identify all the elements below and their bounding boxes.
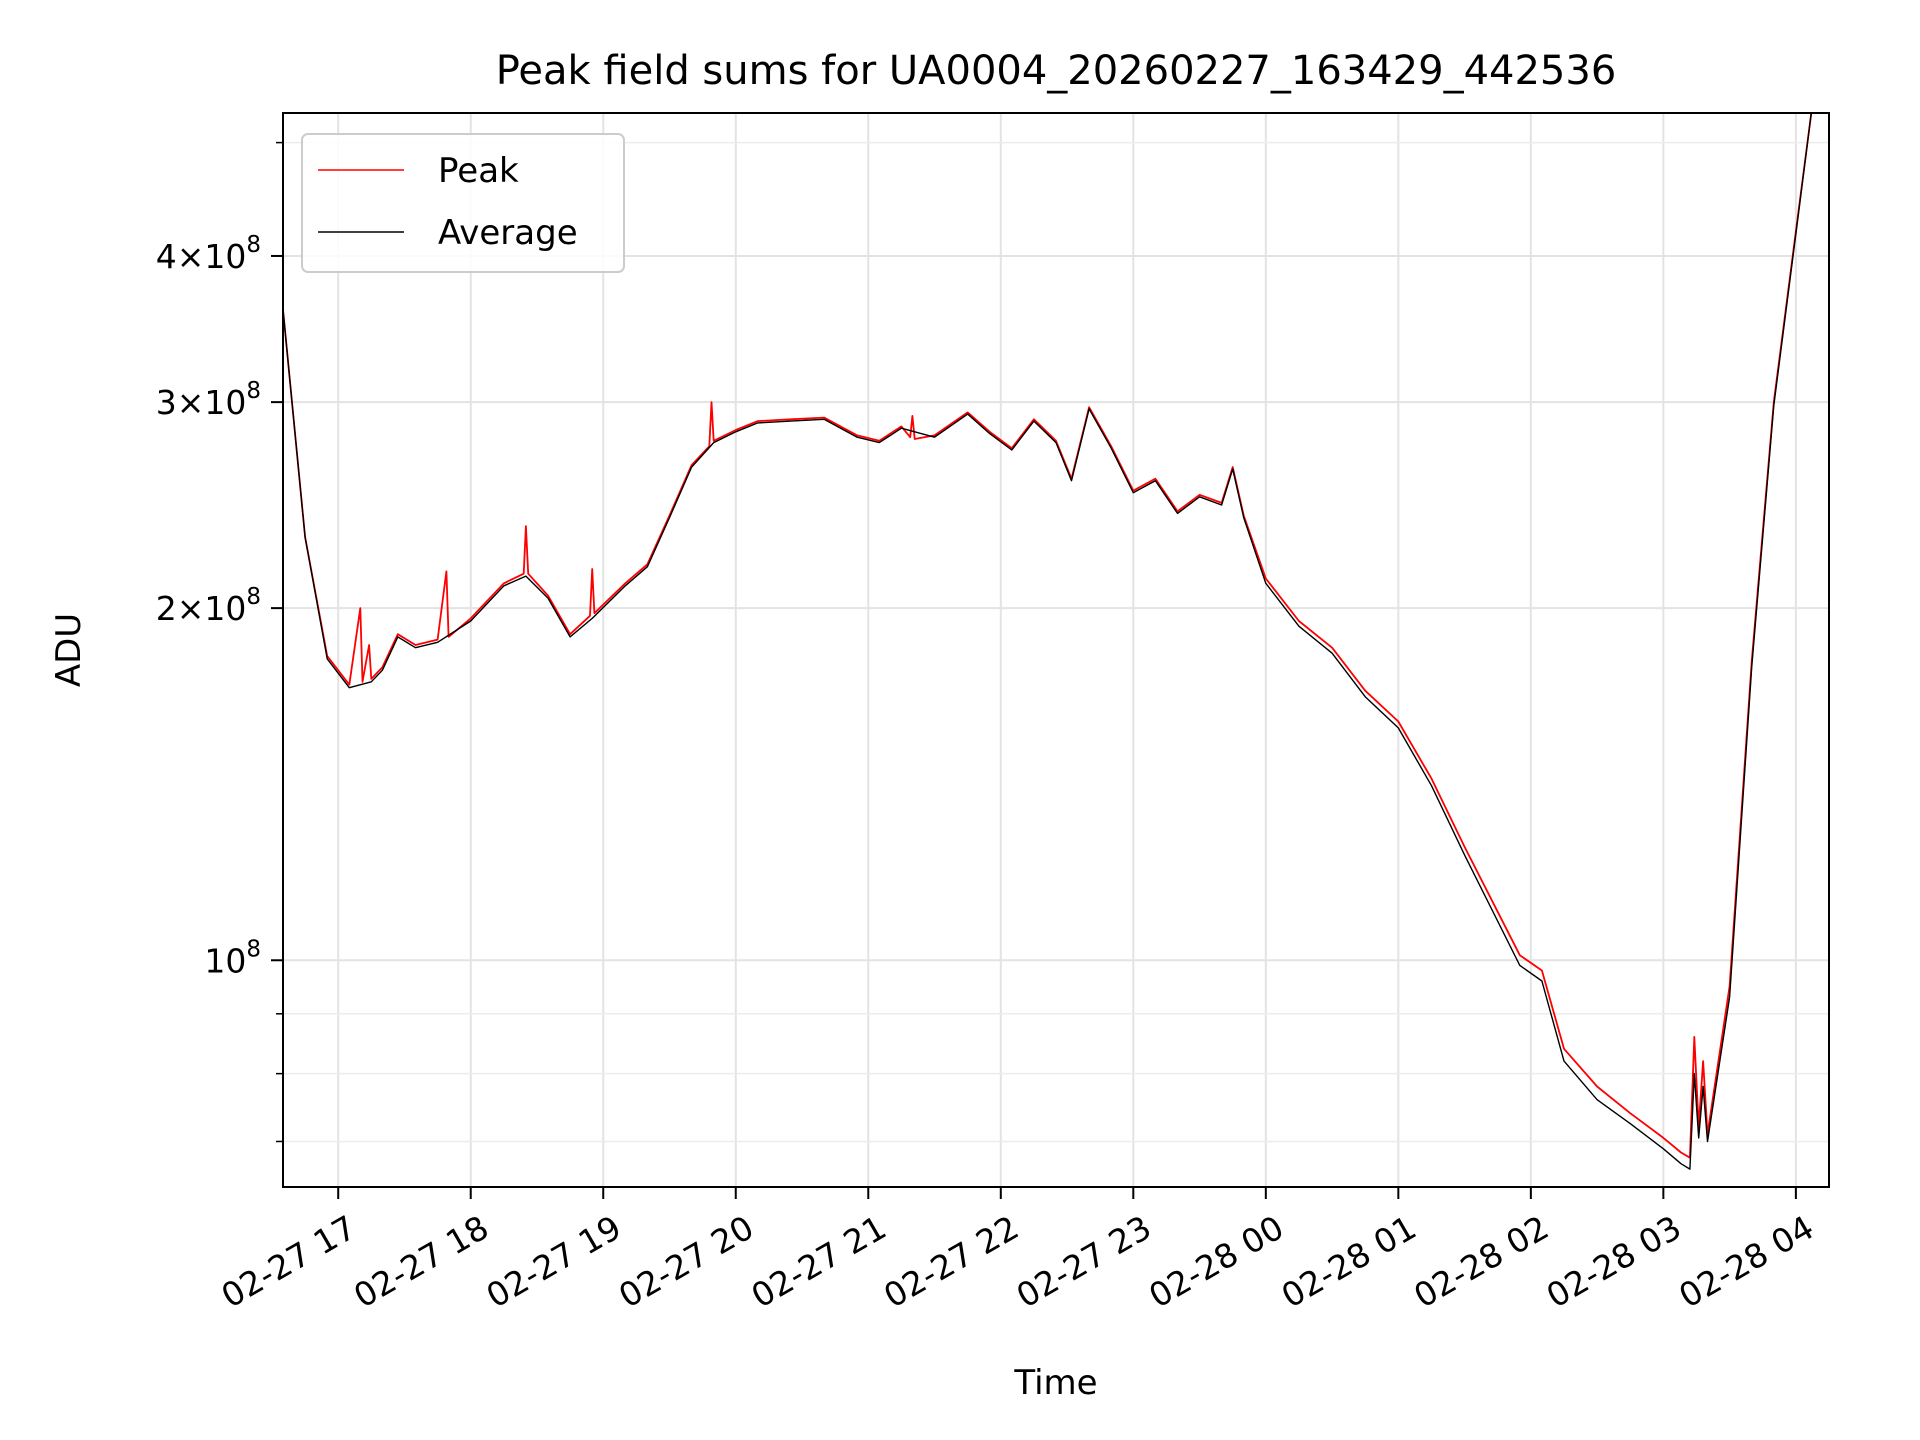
y-tick-label: 108 [204, 936, 261, 980]
y-tick-exponent: 8 [246, 232, 261, 258]
x-tick-label: 02-27 20 [612, 1208, 760, 1316]
legend-entry-peak: Peak [318, 151, 519, 191]
x-tick-label: 02-27 21 [745, 1208, 893, 1316]
y-tick-base: 10 [204, 589, 246, 628]
series-line-average [283, 113, 1812, 1170]
y-tick-exponent: 8 [246, 378, 261, 404]
y-tick-label: 3×108 [156, 378, 261, 422]
x-axis-label: Time [1013, 1363, 1097, 1403]
y-tick-times: × [177, 383, 205, 422]
legend-entry-average: Average [318, 213, 578, 253]
y-tick-base: 10 [204, 941, 246, 980]
y-tick-base: 10 [204, 237, 246, 276]
chart-title: Peak field sums for UA0004_20260227_1634… [496, 48, 1617, 94]
y-tick-times: × [177, 237, 205, 276]
x-tick-label: 02-27 17 [215, 1208, 363, 1316]
y-axis-label: ADU [49, 613, 89, 687]
x-tick-label: 02-28 00 [1142, 1208, 1290, 1316]
x-tick-label: 02-28 01 [1275, 1208, 1423, 1316]
y-tick-times: × [177, 589, 205, 628]
x-tick-label: 02-27 19 [480, 1208, 628, 1316]
grid [283, 113, 1829, 1187]
x-tick-label: 02-27 22 [877, 1208, 1025, 1316]
legend: Peak Average [301, 133, 625, 273]
x-tick-label: 02-28 02 [1407, 1208, 1555, 1316]
x-tick-label: 02-27 18 [347, 1208, 495, 1316]
y-tick-base: 10 [204, 383, 246, 422]
y-tick-exponent: 8 [246, 936, 261, 962]
y-tick-label: 2×108 [156, 584, 261, 628]
y-tick-coef: 2 [156, 589, 177, 628]
x-tick-label: 02-27 23 [1010, 1208, 1158, 1316]
legend-box [301, 133, 625, 273]
x-tick-label: 02-28 03 [1540, 1208, 1688, 1316]
legend-label-peak: Peak [438, 151, 519, 191]
legend-label-average: Average [438, 213, 578, 253]
y-tick-label: 4×108 [156, 232, 261, 276]
y-tick-exponent: 8 [246, 584, 261, 610]
series-layer [283, 113, 1813, 1170]
plot-frame [282, 112, 1830, 1188]
y-tick-coef: 3 [156, 383, 177, 422]
x-tick-label: 02-28 04 [1672, 1208, 1820, 1316]
y-tick-coef: 4 [156, 237, 177, 276]
